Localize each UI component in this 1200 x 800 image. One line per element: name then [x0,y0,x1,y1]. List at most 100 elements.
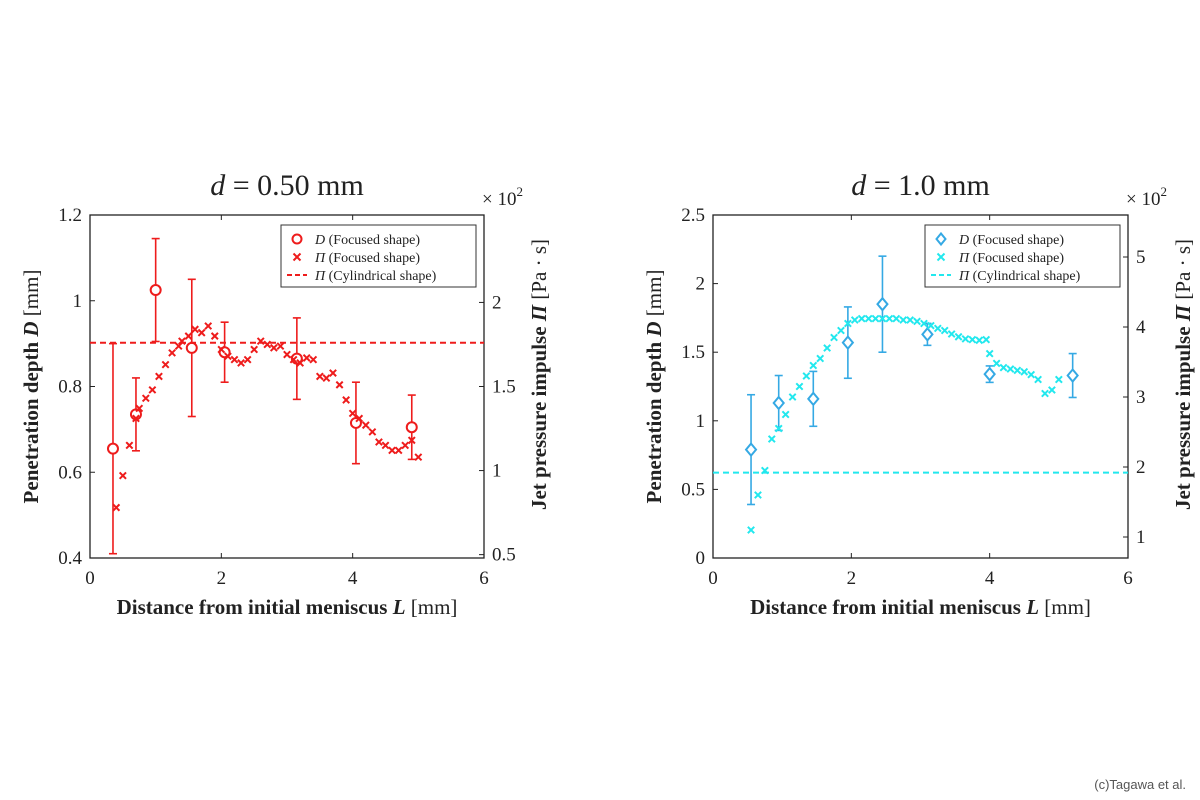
impulse-point [871,314,880,323]
depth-point [841,335,855,351]
impulse-point [864,314,873,323]
impulse-point [148,385,157,394]
impulse-point [809,361,818,370]
impulse-point [401,441,410,450]
chart-title: d = 1.0 mm [851,169,990,202]
impulse-point [243,355,252,364]
x-axis-label: Distance from initial meniscus L [mm] [750,595,1091,619]
impulse-point [975,336,984,345]
y2-axis-label: Jet pressure impulse Π [Pa · s] [527,239,551,510]
impulse-point [348,409,357,418]
impulse-point [168,348,176,357]
plot-area [90,237,484,555]
impulse-point [1034,375,1042,384]
chart-panel-1: d = 0.50 mm 0 2 4 6 0.4 0.6 0.8 1 1.2 0.5 1 1.5 2 × 10… [19,169,551,619]
y-tick-label: 0.6 [58,462,82,483]
impulse-point [920,319,928,328]
impulse-point [204,322,213,330]
plot-area [713,255,1128,534]
y2-tick-label: 1.5 [492,377,516,398]
x-tick-label: 0 [708,568,718,589]
depth-point [106,442,119,455]
impulse-point [322,374,331,383]
impulse-point [933,324,942,333]
impulse-point [414,453,423,462]
impulse-point [878,314,887,323]
y2-tick-label: 1 [492,461,502,482]
impulse-point [355,414,364,423]
image-credit: (c)Tagawa et al. [1094,777,1186,792]
impulse-point [407,436,416,445]
depth-point [405,421,418,434]
impulse-point [141,394,150,403]
impulse-point [342,396,351,404]
impulse-point [992,359,1001,368]
impulse-point [754,491,762,499]
impulse-point [774,424,783,433]
y2-axis-label: Jet pressure impulse Π [Pa · s] [1171,239,1195,510]
legend-label: Π (Focused shape) [958,251,1064,266]
impulse-point [112,503,121,512]
impulse-point [940,326,949,335]
impulse-point [296,359,305,367]
impulse-point [906,316,915,324]
y2-tick-label: 3 [1136,387,1146,408]
impulse-point [388,446,396,455]
legend-label: Π (Focused shape) [314,251,420,266]
impulse-point [361,421,370,430]
y-axis-label: Penetration depth D [mm] [642,270,666,504]
impulse-point [1027,370,1036,379]
impulse-point [926,321,935,330]
impulse-point [329,369,337,377]
impulse-point [155,372,163,381]
depth-point [744,442,758,458]
legend-label: Π (Cylindrical shape) [958,269,1081,284]
legend-box [924,224,1121,288]
impulse-point [223,352,232,361]
y-axis-label: Penetration depth D [mm] [19,270,43,504]
x-tick-label: 2 [847,568,857,589]
impulse-point [982,335,991,344]
y-tick-label: 0.8 [58,377,82,398]
chart-panel-2: d = 1.0 mm 0 2 4 6 0 0.5 1 1.5 2 2.5 1 2 3 4 5 × 102 Dist… [642,169,1195,619]
impulse-point [830,333,838,342]
impulse-point [269,343,278,352]
impulse-point [1048,386,1056,394]
impulse-point [283,350,291,359]
impulse-point [309,355,318,364]
impulse-point [767,435,776,443]
impulse-point [961,334,970,343]
impulse-point [315,372,324,381]
y-tick-label: 1 [696,411,706,432]
impulse-point [289,355,298,364]
x-tick-label: 6 [479,568,489,589]
impulse-point [781,410,790,419]
y-tick-label: 2.5 [681,205,705,226]
impulse-point [161,360,170,369]
impulse-point [210,332,219,340]
y2-tick-label: 4 [1136,317,1146,338]
x-tick-label: 4 [348,568,358,589]
y2-tick-label: 1 [1136,527,1146,548]
depth-point [1066,367,1079,384]
impulse-point [885,314,894,323]
legend-label: D (Focused shape) [958,233,1064,248]
legend-label: Π (Cylindrical shape) [314,269,437,284]
depth-point [185,341,198,354]
impulse-point [892,314,901,323]
depth-point [806,391,820,407]
depth-point [772,395,786,411]
legend-circle-marker [291,233,303,245]
impulse-point [816,354,825,363]
depth-point [149,284,162,297]
y2-tick-label: 0.5 [492,545,516,566]
impulse-point [1020,367,1029,376]
plot-frame [712,214,1129,559]
impulse-point [837,326,845,335]
impulse-point [1013,366,1022,375]
impulse-point [381,441,390,450]
y-tick-label: 1 [73,291,83,312]
x-tick-label: 2 [217,568,227,589]
impulse-point [999,363,1008,372]
impulse-point [1054,375,1063,384]
